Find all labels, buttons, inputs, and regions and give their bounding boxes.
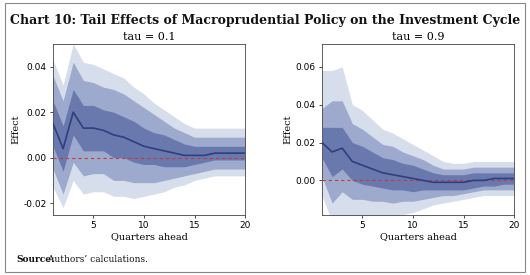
Y-axis label: Effect: Effect xyxy=(12,114,21,144)
Y-axis label: Effect: Effect xyxy=(284,114,293,144)
Title: tau = 0.9: tau = 0.9 xyxy=(392,32,444,42)
X-axis label: Quarters ahead: Quarters ahead xyxy=(379,233,456,241)
X-axis label: Quarters ahead: Quarters ahead xyxy=(111,233,188,241)
Text: Chart 10: Tail Effects of Macroprudential Policy on the Investment Cycle: Chart 10: Tail Effects of Macroprudentia… xyxy=(10,14,520,27)
Text: Source:: Source: xyxy=(16,255,55,264)
Title: tau = 0.1: tau = 0.1 xyxy=(123,32,175,42)
Text: Authors’ calculations.: Authors’ calculations. xyxy=(45,255,148,264)
